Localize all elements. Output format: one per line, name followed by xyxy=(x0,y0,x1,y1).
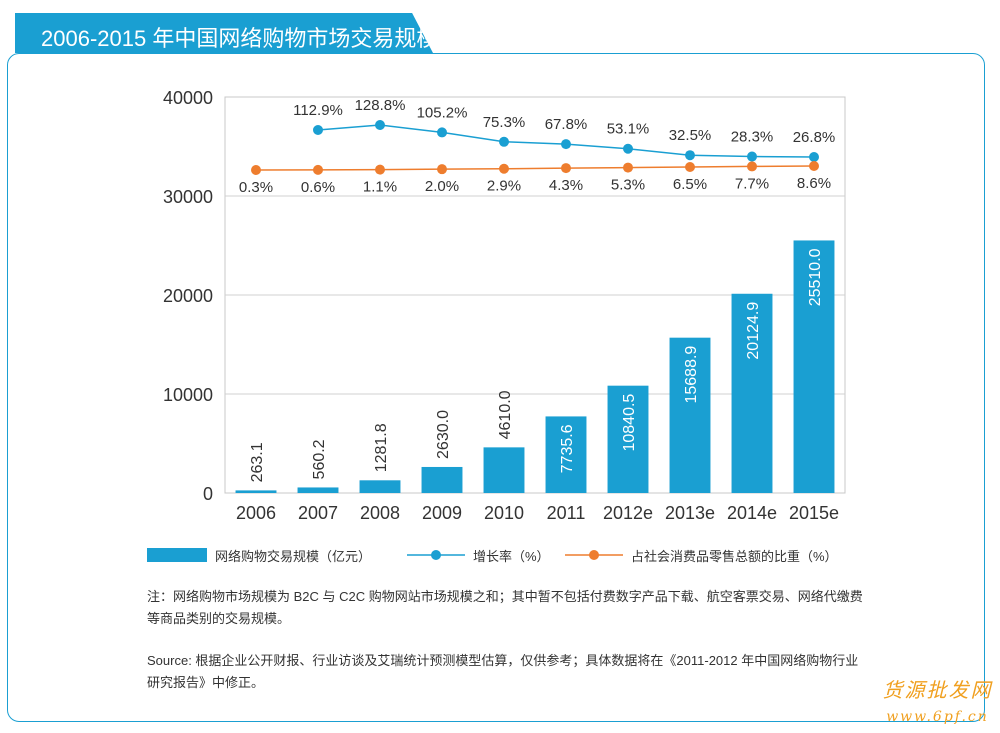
legend-item-growth: 增长率（%） xyxy=(407,544,550,566)
growth-point xyxy=(623,143,633,154)
share-point xyxy=(809,161,819,171)
chart-title: 2006-2015 年中国网络购物市场交易规模 xyxy=(41,26,439,51)
share-point xyxy=(623,162,633,173)
y-tick-label: 40000 xyxy=(163,88,213,108)
bar xyxy=(235,490,277,493)
line-layer xyxy=(251,120,819,175)
share-point xyxy=(375,164,385,175)
y-tick-label: 30000 xyxy=(163,187,213,207)
x-tick-label: 2008 xyxy=(360,503,400,523)
growth-label: 32.5% xyxy=(669,127,712,144)
share-label: 0.3% xyxy=(239,179,273,196)
axis-layer: 40000 30000 20000 10000 0 2006 2007 2008 2009 201… xyxy=(163,88,839,523)
chart-frame xyxy=(7,53,985,722)
share-point xyxy=(685,162,695,173)
growth-label: 112.9% xyxy=(293,102,343,119)
bar xyxy=(545,416,587,493)
share-label: 8.6% xyxy=(797,175,831,192)
growth-point xyxy=(313,124,323,135)
y-tick-label: 0 xyxy=(203,484,213,504)
bar-value-label: 7735.6 xyxy=(559,424,576,473)
growth-point xyxy=(747,151,757,162)
bar-value-label: 1281.8 xyxy=(373,423,390,472)
bar-value-label: 263.1 xyxy=(249,442,266,482)
growth-point xyxy=(499,136,509,147)
bar xyxy=(421,466,463,493)
x-tick-label: 2006 xyxy=(236,503,276,523)
label-layer: 263.1 560.2 1281.8 2630.0 4610.0 7735.6 10840.… xyxy=(239,97,835,482)
share-line xyxy=(255,165,815,171)
share-label: 4.3% xyxy=(549,177,583,194)
y-tick-label: 10000 xyxy=(163,385,213,405)
share-point xyxy=(747,161,757,172)
x-tick-label: 2015e xyxy=(789,503,839,523)
bar xyxy=(483,447,525,493)
share-label: 6.5% xyxy=(673,176,707,193)
growth-label: 26.8% xyxy=(793,129,836,146)
share-label: 1.1% xyxy=(363,179,397,196)
legend-item-bar: 网络购物交易规模（亿元） xyxy=(147,544,371,566)
title-tab: 2006-2015 年中国网络购物市场交易规模 xyxy=(15,13,433,53)
x-tick-label: 2011 xyxy=(547,503,586,523)
chart-source: Source: 根据企业公开财报、行业访谈及艾瑞统计预测模型估算，仅供参考；具体… xyxy=(147,653,859,690)
watermark: 货源批发网 www.6pf.cn xyxy=(880,674,995,725)
share-label: 2.0% xyxy=(425,178,459,195)
share-label: 7.7% xyxy=(735,175,769,192)
share-point xyxy=(313,164,323,175)
growth-label: 128.8% xyxy=(355,97,406,114)
share-point xyxy=(499,163,509,174)
x-tick-label: 2012e xyxy=(603,503,653,523)
chart-note: 注：网络购物市场规模为 B2C 与 C2C 购物网站市场规模之和；其中暂不包括付… xyxy=(147,589,863,626)
share-label: 2.9% xyxy=(487,178,521,195)
share-point xyxy=(561,163,571,174)
bar-value-label: 2630.0 xyxy=(435,410,452,459)
y-tick-label: 20000 xyxy=(163,286,213,306)
bar xyxy=(359,480,401,493)
bar xyxy=(669,337,711,493)
x-tick-label: 2013e xyxy=(665,503,715,523)
share-label: 0.6% xyxy=(301,179,335,196)
growth-label: 67.8% xyxy=(545,116,588,133)
x-tick-label: 2009 xyxy=(422,503,462,523)
bar xyxy=(297,487,339,493)
bar-value-label: 20124.9 xyxy=(745,302,762,360)
bar xyxy=(607,385,649,493)
legend-growth-marker xyxy=(407,550,465,560)
growth-point xyxy=(685,150,695,161)
share-label: 5.3% xyxy=(611,177,645,194)
share-point xyxy=(251,165,261,175)
watermark-url: www.6pf.cn xyxy=(886,709,989,725)
bar-value-label: 4610.0 xyxy=(497,390,514,439)
bar xyxy=(793,240,835,493)
x-tick-label: 2007 xyxy=(298,503,338,523)
legend-item-share: 占社会消费品零售总额的比重（%） xyxy=(565,544,838,566)
growth-label: 28.3% xyxy=(731,129,774,146)
growth-label: 105.2% xyxy=(417,104,468,121)
bar-value-label: 10840.5 xyxy=(621,394,638,452)
legend-share-label: 占社会消费品零售总额的比重（%） xyxy=(631,548,838,564)
growth-point xyxy=(375,120,385,130)
bar xyxy=(731,293,773,493)
share-point xyxy=(437,164,447,175)
x-tick-label: 2010 xyxy=(484,503,524,523)
x-tick-label: 2014e xyxy=(727,503,777,523)
bar-value-label: 25510.0 xyxy=(807,248,824,306)
legend-growth-label: 增长率（%） xyxy=(473,548,550,564)
legend-bar-swatch xyxy=(147,548,207,562)
legend: 网络购物交易规模（亿元） 增长率（%） 占社会消费品零售总额的比重（%） xyxy=(147,544,907,566)
bar-layer xyxy=(235,240,835,493)
legend-bar-label: 网络购物交易规模（亿元） xyxy=(215,548,372,564)
growth-point xyxy=(561,139,571,150)
bar-value-label: 560.2 xyxy=(311,439,328,479)
growth-point xyxy=(809,152,819,162)
growth-label: 53.1% xyxy=(607,121,650,138)
legend-share-marker xyxy=(565,550,623,560)
growth-label: 75.3% xyxy=(483,114,526,131)
bar-value-label: 15688.9 xyxy=(683,346,700,404)
watermark-text: 货源批发网 xyxy=(882,678,993,702)
growth-point xyxy=(437,127,447,138)
